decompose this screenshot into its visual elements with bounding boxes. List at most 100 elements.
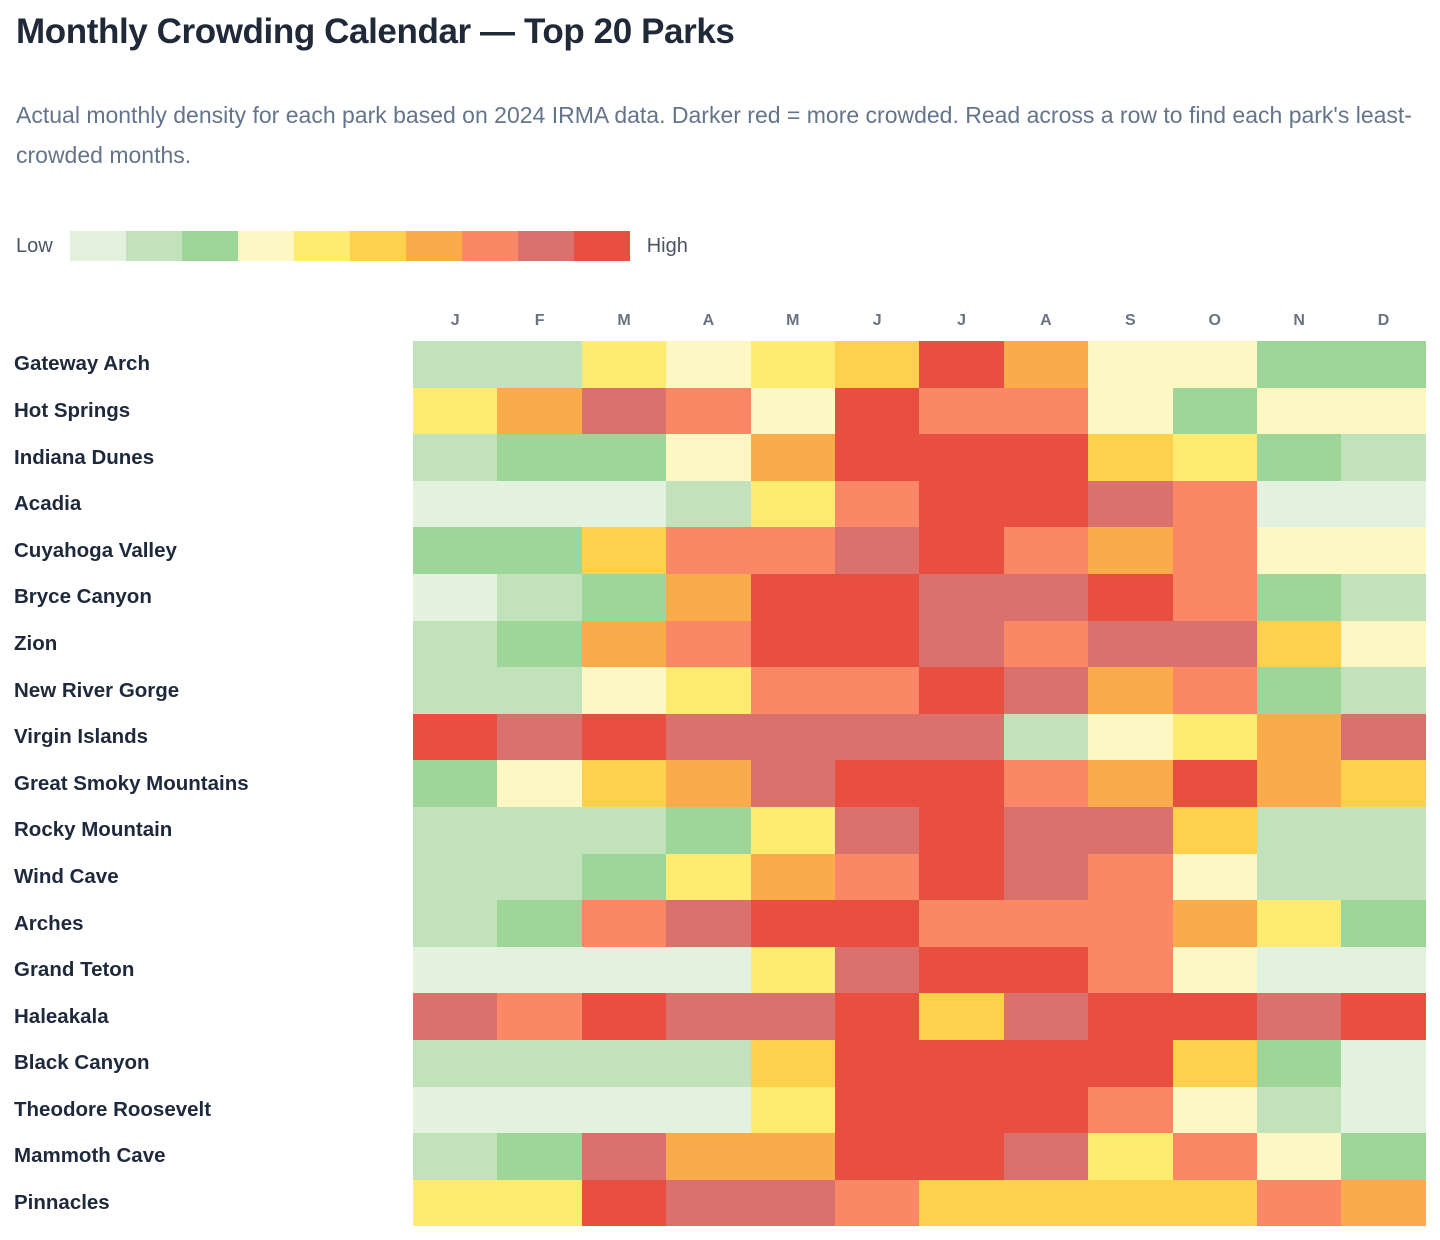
heatmap-cell	[919, 1040, 1004, 1087]
heatmap-cell	[1172, 434, 1257, 481]
heatmap-cell	[834, 807, 920, 854]
heatmap-cell	[1256, 1040, 1342, 1087]
park-label: Virgin Islands	[14, 725, 149, 749]
heatmap-cell	[497, 527, 582, 575]
heatmap-cell	[919, 1086, 1004, 1134]
heatmap-cell	[413, 713, 498, 761]
heatmap-cell	[1088, 387, 1173, 435]
chart-subtitle: Actual monthly density for each park bas…	[16, 102, 1412, 168]
heatmap-cell	[581, 713, 667, 761]
park-label: Indiana Dunes	[14, 445, 155, 469]
heatmap-cell	[581, 853, 667, 901]
heatmap-cell	[666, 853, 751, 901]
heatmap-cell	[750, 1040, 835, 1087]
heatmap-cell	[413, 667, 498, 714]
heatmap-cell	[1088, 574, 1173, 621]
heatmap-cell	[497, 713, 582, 761]
heatmap-cell	[750, 760, 835, 808]
heatmap-cell	[581, 574, 667, 621]
heatmap-cell	[834, 527, 920, 575]
heatmap-cell	[1003, 946, 1089, 994]
heatmap-cell	[497, 946, 582, 994]
heatmap-cell	[413, 760, 498, 808]
heatmap-cell	[413, 480, 498, 528]
heatmap-cell	[750, 807, 835, 854]
heatmap-cell	[1172, 713, 1257, 761]
heatmap-cell	[497, 900, 582, 947]
heatmap-cell	[1003, 760, 1089, 808]
heatmap-cell	[413, 434, 498, 481]
heatmap-cell	[1256, 434, 1342, 481]
month-header-12: D	[1377, 312, 1390, 330]
heatmap-cell	[1341, 387, 1426, 435]
heatmap-cell	[750, 387, 835, 435]
heatmap-cell	[834, 434, 920, 481]
heatmap-cell	[1172, 1086, 1257, 1134]
heatmap-cell	[919, 853, 1004, 901]
heatmap-cell	[413, 853, 498, 901]
heatmap-cell	[666, 527, 751, 575]
heatmap-cell	[1172, 1133, 1257, 1180]
heatmap-cell	[750, 1133, 835, 1180]
heatmap-cell	[1256, 1179, 1342, 1227]
heatmap-cell	[1341, 946, 1426, 994]
heatmap-cell	[750, 620, 835, 668]
heatmap-cell	[919, 900, 1004, 947]
heatmap-cell	[1003, 807, 1089, 854]
heatmap-cell	[919, 574, 1004, 621]
heatmap-cell	[1256, 900, 1342, 947]
heatmap-cell	[1172, 341, 1257, 388]
heatmap-cell	[1256, 853, 1342, 901]
heatmap-cell	[581, 900, 667, 947]
heatmap-cell	[834, 574, 920, 621]
park-label: Black Canyon	[14, 1051, 150, 1075]
heatmap-cell	[1088, 853, 1173, 901]
month-header-9: S	[1124, 312, 1136, 330]
heatmap-cell	[497, 1040, 582, 1087]
heatmap-cell	[1341, 1179, 1426, 1227]
heatmap-cell	[1172, 946, 1257, 994]
park-label: Pinnacles	[14, 1191, 110, 1215]
heatmap-cell	[581, 480, 667, 528]
page-title: Monthly Crowding Calendar — Top 20 Parks	[16, 12, 735, 51]
heatmap-cell	[1088, 480, 1173, 528]
heatmap-cell	[1172, 853, 1257, 901]
heatmap-cell	[750, 574, 835, 621]
heatmap-cell	[581, 527, 667, 575]
heatmap-cell	[1341, 853, 1426, 901]
heatmap-cell	[497, 620, 582, 668]
crowding-heatmap: J F M A M J J A S O N D Gateway Arch Hot Springs India…	[14, 299, 1426, 1227]
heatmap-cell	[1088, 807, 1173, 854]
heatmap-cell	[919, 1179, 1004, 1227]
heatmap-cell	[1003, 900, 1089, 947]
heatmap-cell	[1172, 807, 1257, 854]
heatmap-corner-spacer	[14, 299, 413, 341]
heatmap-cell	[413, 1086, 498, 1134]
heatmap-cell	[581, 1040, 667, 1087]
park-label: Bryce Canyon	[14, 585, 152, 609]
heatmap-cell	[1172, 1179, 1257, 1227]
heatmap-cell	[1341, 713, 1426, 761]
heatmap-cell	[750, 480, 835, 528]
heatmap-cell	[497, 1086, 582, 1134]
heatmap-cell	[1003, 341, 1089, 388]
heatmap-cell	[834, 480, 920, 528]
heatmap-cell	[1172, 620, 1257, 668]
heatmap-cell	[1256, 946, 1342, 994]
heatmap-cell	[1256, 713, 1342, 761]
heatmap-cell	[1088, 667, 1173, 714]
heatmap-cell	[413, 946, 498, 994]
heatmap-cell	[666, 434, 751, 481]
heatmap-cell	[413, 527, 498, 575]
heatmap-cell	[1172, 760, 1257, 808]
heatmap-cell	[1003, 713, 1089, 761]
heatmap-cell	[666, 760, 751, 808]
legend-swatch-4	[237, 231, 294, 262]
heatmap-cell	[497, 1179, 582, 1227]
heatmap-cell	[1256, 527, 1342, 575]
heatmap-cell	[919, 946, 1004, 994]
heatmap-cell	[1341, 1133, 1426, 1180]
heatmap-cell	[750, 853, 835, 901]
park-label: Arches	[14, 911, 84, 935]
heatmap-cell	[581, 1133, 667, 1180]
